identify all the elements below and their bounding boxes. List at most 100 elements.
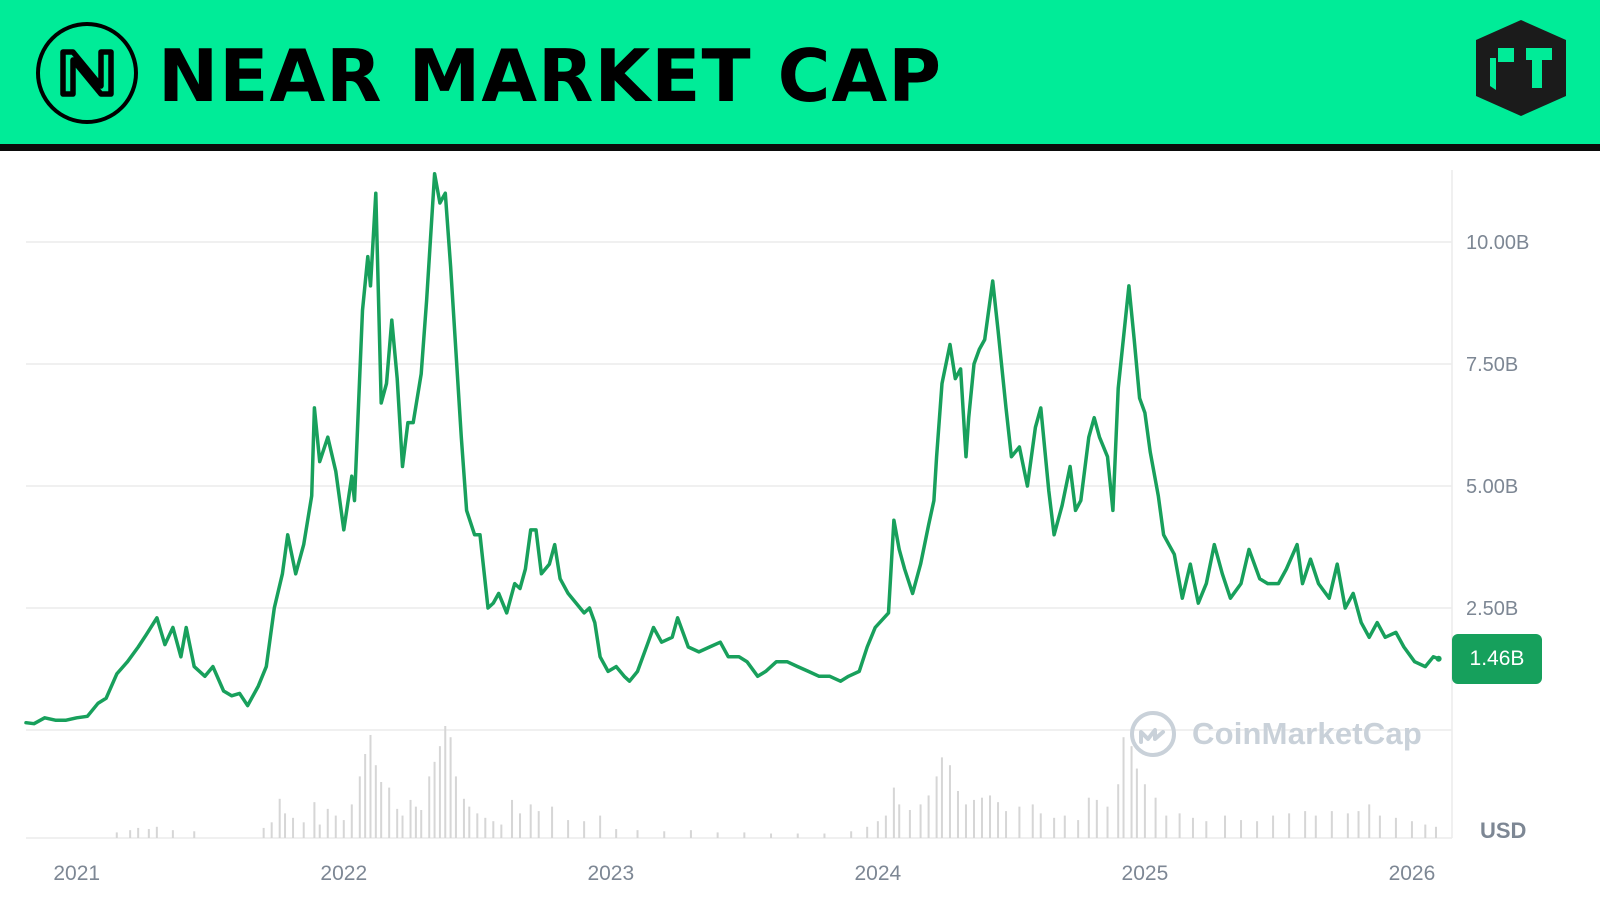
volume-bar	[972, 799, 975, 838]
volume-bar	[537, 811, 540, 838]
volume-bar	[449, 737, 452, 838]
volume-bar	[409, 799, 412, 838]
volume-bar	[1117, 784, 1120, 838]
volume-bar	[981, 797, 984, 838]
volume-bar	[866, 826, 869, 838]
x-tick-label: 2021	[53, 862, 100, 885]
volume-bar	[940, 757, 943, 838]
volume-bar	[1087, 797, 1090, 838]
volume-bar	[318, 824, 321, 838]
volume-bar	[171, 830, 174, 838]
volume-bar	[529, 804, 532, 838]
coinmarketcap-watermark: CoinMarketCap	[1128, 706, 1422, 762]
volume-bar	[476, 813, 479, 838]
volume-bar	[1205, 821, 1208, 838]
volume-bar	[583, 821, 586, 838]
volume-bar	[364, 754, 367, 838]
watermark-text: CoinMarketCap	[1192, 716, 1422, 751]
volume-bar	[1410, 821, 1413, 838]
volume-bar	[278, 798, 281, 838]
volume-bar	[1063, 815, 1066, 838]
volume-bar	[1330, 811, 1333, 838]
volume-bar	[551, 806, 554, 838]
volume-bar	[342, 820, 345, 838]
volume-bar	[1178, 813, 1181, 838]
volume-bar	[1240, 820, 1243, 838]
volume-bar	[334, 815, 337, 838]
volume-bar	[358, 776, 361, 838]
volume-bar	[663, 831, 666, 838]
volume-bar	[500, 824, 503, 838]
volume-bar	[1256, 821, 1259, 838]
volume-bar	[1191, 817, 1194, 838]
volume-bar	[137, 827, 140, 838]
volume-bar	[326, 808, 329, 838]
volume-bar	[350, 804, 353, 838]
volume-bar	[948, 765, 951, 838]
volume-bar	[956, 790, 959, 838]
x-tick-label: 2024	[855, 862, 902, 885]
volume-bar	[636, 830, 639, 838]
volume-bar	[919, 804, 922, 838]
volume-bar	[1424, 824, 1427, 838]
volume-bar	[1165, 815, 1168, 838]
volume-bar	[396, 808, 399, 838]
volume-bar	[1122, 737, 1125, 838]
brand-cube-logo-icon	[1476, 20, 1566, 116]
volume-bar	[1130, 746, 1133, 838]
volume-bar	[1394, 817, 1397, 838]
x-tick-label: 2022	[320, 862, 367, 885]
volume-bar	[1077, 820, 1080, 838]
volume-bar	[414, 806, 417, 838]
volume-bar	[884, 815, 887, 838]
volume-bar	[115, 832, 118, 838]
market-cap-line	[24, 171, 1441, 726]
header-banner	[0, 0, 1600, 146]
volume-bar	[1272, 815, 1275, 838]
volume-bar	[1005, 811, 1008, 838]
volume-bar	[599, 815, 602, 838]
y-tick-label: 5.00B	[1466, 476, 1518, 498]
volume-bar	[1368, 804, 1371, 838]
volume-bar	[770, 833, 773, 838]
volume-bar	[284, 813, 287, 838]
volume-bar	[796, 833, 799, 838]
volume-bar	[420, 810, 423, 838]
volume-bar	[444, 726, 447, 838]
current-value-badge: 1.46B	[1452, 634, 1542, 684]
volume-bar	[1154, 797, 1157, 838]
x-tick-label: 2025	[1122, 862, 1169, 885]
volume-bar	[369, 734, 372, 838]
volume-bar	[1053, 817, 1056, 838]
volume-bar	[1434, 826, 1437, 838]
volume-bar	[1135, 768, 1138, 838]
volume-bar	[567, 820, 570, 838]
volume-bar	[270, 822, 273, 838]
volume-bar	[428, 776, 431, 838]
volume-bar	[850, 831, 853, 838]
volume-bar	[1314, 815, 1317, 838]
volume-bar	[292, 817, 295, 838]
volume-bar	[1018, 806, 1021, 838]
volume-bar	[129, 830, 132, 838]
volume-bar	[689, 830, 692, 838]
volume-bar	[1288, 813, 1291, 838]
volume-bar	[935, 776, 938, 838]
volume-bar	[1378, 815, 1381, 838]
volume-bar	[262, 827, 265, 838]
y-tick-label: 7.50B	[1466, 354, 1518, 376]
volume-bar	[898, 804, 901, 838]
volume-bar	[927, 795, 930, 838]
near-protocol-logo-icon	[36, 22, 138, 124]
volume-bar	[511, 799, 514, 838]
volume-bar	[1095, 799, 1098, 838]
volume-bar	[468, 806, 471, 838]
volume-bar	[462, 798, 465, 838]
volume-bar	[147, 829, 150, 838]
volume-bar	[433, 761, 436, 838]
volume-bar	[908, 810, 911, 838]
volume-bar	[1143, 784, 1146, 838]
volume-bar	[615, 829, 618, 838]
x-tick-label: 2023	[587, 862, 634, 885]
volume-bar	[743, 832, 746, 838]
